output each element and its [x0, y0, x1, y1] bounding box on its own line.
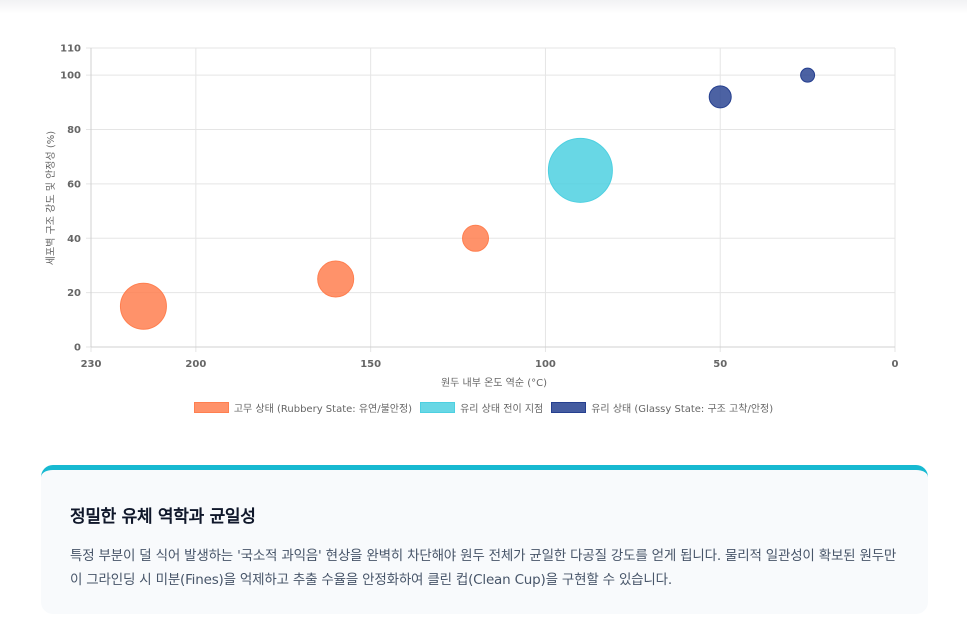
- bubble-point-series-0[interactable]: [119, 282, 167, 330]
- chart-legend: 고무 상태 (Rubbery State: 유연/불안정) 유리 상태 전이 지점…: [0, 400, 967, 415]
- y-tick-label: 60: [67, 179, 81, 190]
- x-tick-label: 230: [81, 359, 102, 370]
- card-title: 정밀한 유체 역학과 균일성: [70, 507, 256, 527]
- y-axis-label: 세포벽 구조 강도 및 안정성 (%): [45, 131, 57, 265]
- x-tick-label: 50: [713, 359, 727, 370]
- chart-points: [119, 67, 816, 330]
- legend-swatch: [551, 402, 587, 413]
- bubble-point-series-0[interactable]: [462, 224, 490, 252]
- legend-label: 고무 상태 (Rubbery State: 유연/불안정): [233, 404, 413, 415]
- legend-swatch: [193, 402, 229, 413]
- bubble-chart: 230 200 150 100 50 0 0 20 40 60 80 100 110 원두 내부 온도 …: [45, 44, 899, 390]
- y-tick-label: 100: [60, 71, 81, 82]
- card-body: 특정 부분이 덜 식어 발생하는 '국소적 과익음' 현상을 완벽히 차단해야 …: [70, 548, 897, 588]
- x-tick-label: 150: [360, 359, 381, 370]
- bubble-point-series-2[interactable]: [708, 85, 732, 109]
- info-card: 정밀한 유체 역학과 균일성 특정 부분이 덜 식어 발생하는 '국소적 과익음…: [41, 465, 928, 614]
- chart-grid: [86, 47, 896, 352]
- bubble-point-series-1[interactable]: [547, 137, 613, 203]
- y-tick-label: 40: [67, 234, 81, 245]
- y-tick-label: 110: [60, 44, 81, 55]
- bubble-point-series-2[interactable]: [800, 67, 816, 83]
- legend-label: 유리 상태 (Glassy State: 구조 고착/안정): [591, 404, 774, 415]
- bubble-point-series-0[interactable]: [317, 260, 355, 298]
- x-axis-label: 원두 내부 온도 역순 (°C): [441, 377, 547, 389]
- legend-label: 유리 상태 전이 지점: [460, 404, 544, 415]
- legend-item[interactable]: 고무 상태 (Rubbery State: 유연/불안정): [193, 400, 413, 415]
- legend-swatch: [420, 402, 456, 413]
- chart-ticks: 230 200 150 100 50 0 0 20 40 60 80 100 110: [60, 44, 898, 371]
- x-tick-label: 200: [185, 359, 206, 370]
- y-tick-label: 80: [67, 125, 81, 136]
- x-tick-label: 100: [535, 359, 556, 370]
- top-shadow: [0, 0, 967, 14]
- y-tick-label: 0: [74, 343, 81, 354]
- legend-item[interactable]: 유리 상태 (Glassy State: 구조 고착/안정): [551, 400, 773, 415]
- legend-item[interactable]: 유리 상태 전이 지점: [420, 400, 543, 415]
- x-tick-label: 0: [892, 359, 899, 370]
- y-tick-label: 20: [67, 288, 81, 299]
